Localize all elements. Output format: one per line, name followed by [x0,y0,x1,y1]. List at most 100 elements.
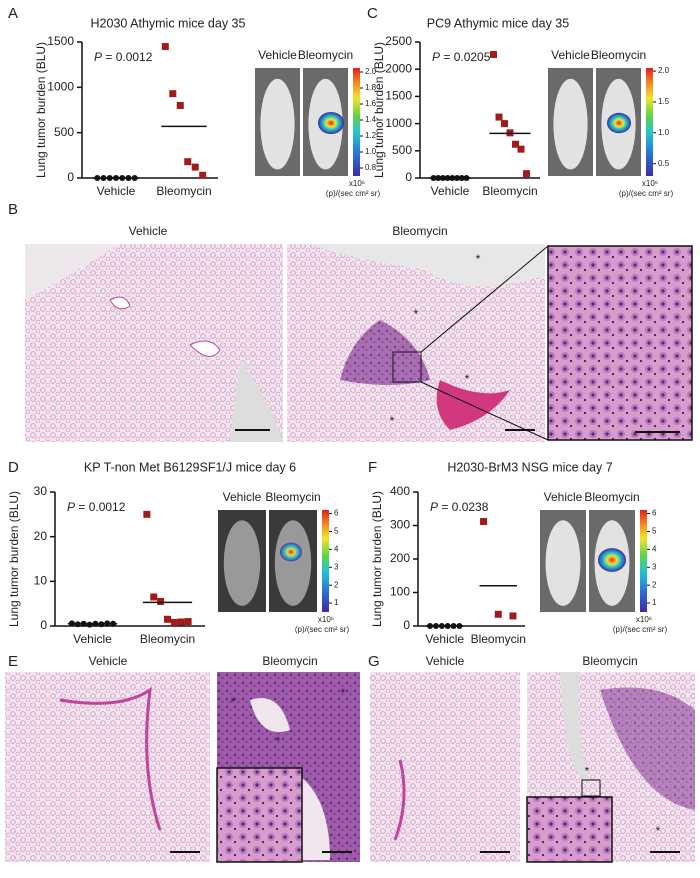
x-tick-label: Bleomycin [482,184,537,198]
colorbar-tick-label: 0.5 [658,159,670,168]
colorbar-tick-label: 4 [334,544,339,553]
p-value: P = 0.0238 [430,500,489,514]
colorbar-tick-label: 4 [652,544,657,553]
colorbar-tick-label: 1 [652,598,657,607]
mouse-body [553,78,588,170]
y-tick-label: 0 [405,170,412,184]
y-tick-label: 2500 [385,34,412,48]
panel-label: B [8,201,18,218]
point [512,140,519,148]
y-axis-label: Lung tumor burden (BLU) [7,491,21,627]
point [509,612,517,620]
x-tick-label: Vehicle [431,184,470,198]
colorbar-tick-label: 2.0 [365,67,377,76]
colorbar-unit: (p)/(sec cm² sr) [295,625,350,634]
p-italic: P [94,50,102,64]
asterisk: * [276,734,281,748]
image-label: Vehicle [258,48,297,62]
point [199,171,207,179]
y-tick-label: 1500 [47,34,74,48]
image-label: Bleomycin [584,490,639,504]
x-tick-label: Bleomycin [156,184,211,198]
point [161,43,169,51]
colorbar-tick-label: 6 [334,509,339,518]
point [523,170,530,178]
mouse-body [545,520,581,606]
y-tick-label: 10 [34,574,48,588]
colorbar-tick-label: 0.8 [365,163,377,172]
y-tick-label: 30 [34,484,48,498]
x-tick-label: Vehicle [425,632,464,646]
image-label: Vehicle [223,490,262,504]
image-label: Bleomycin [265,490,320,504]
histology-b [25,244,693,442]
point [177,618,185,626]
point [501,120,508,128]
p-italic: P [432,50,440,64]
point [164,615,171,623]
panel-label: G [368,653,380,670]
p-value: P = 0.0205 [432,50,491,64]
x-tick-label: Bleomycin [140,632,195,646]
signal [318,111,344,135]
point [157,597,165,605]
colorbar [646,68,653,176]
point [184,158,192,166]
colorbar-tick-label: 2 [334,580,339,589]
colorbar-tick-label: 2.0 [658,66,670,75]
x-tick-label: Vehicle [97,184,136,198]
y-tick-label: 1500 [385,89,412,103]
panel-label: F [368,459,377,476]
colorbar-tick-label: 1.4 [365,115,377,124]
histology-e [5,672,360,863]
y-tick-label: 0 [40,618,47,632]
y-tick-label: 100 [390,585,410,599]
point [495,113,503,121]
colorbar-tick-label: 1.2 [365,131,377,140]
image-label: Bleomycin [591,48,646,62]
histology-title: Vehicle [426,654,465,668]
colorbar-tick-label: 5 [652,527,657,536]
p-italic: P [430,500,438,514]
y-tick-label: 500 [54,125,74,139]
y-tick-label: 400 [390,484,410,498]
image-label: Bleomycin [298,48,353,62]
p-text: = 0.0205 [443,50,490,64]
x-tick-label: Bleomycin [471,632,526,646]
histology-title: Bleomycin [262,654,317,668]
chart-title: PC9 Athymic mice day 35 [427,16,569,30]
mouse-body [260,78,295,170]
y-tick-label: 500 [392,143,412,157]
colorbar-scale: x10⁶ [642,179,658,188]
histology-title: Bleomycin [582,654,637,668]
p-value: P = 0.0012 [94,50,153,64]
y-axis-label: Lung tumor burden (BLU) [34,42,48,178]
image-label: Vehicle [544,490,583,504]
y-tick-label: 2000 [385,61,412,75]
y-tick-label: 20 [34,529,48,543]
colorbar-tick-label: 1.0 [658,128,670,137]
y-tick-label: 0 [403,618,410,632]
point [490,51,497,59]
point [169,90,177,98]
p-text: = 0.0238 [441,500,488,514]
asterisk: * [656,824,661,838]
colorbar [640,510,647,612]
asterisk: * [390,414,395,428]
p-value: P = 0.0012 [67,500,126,514]
colorbar [353,68,360,176]
p-italic: P [67,500,75,514]
p-text: = 0.0012 [78,500,125,514]
histology-g [370,672,695,863]
p-text: = 0.0012 [105,50,152,64]
point [184,618,192,626]
point [143,510,151,518]
point [494,610,502,618]
asterisk: * [476,252,481,266]
asterisk: * [465,372,470,386]
panel-label: E [8,653,18,670]
histology-title: Vehicle [129,224,168,238]
signal [607,112,631,134]
y-axis-label: Lung tumor burden (BLU) [372,42,386,178]
asterisk: * [231,695,236,709]
